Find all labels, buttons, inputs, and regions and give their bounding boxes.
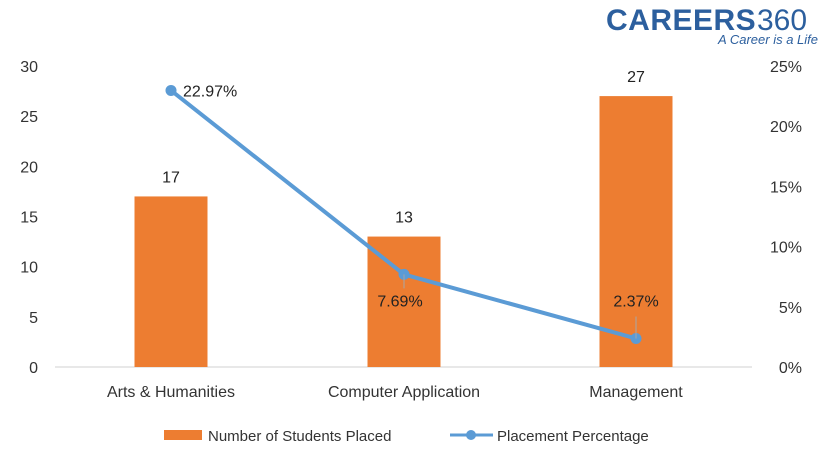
legend-bar-label: Number of Students Placed: [208, 428, 391, 445]
category-label: Computer Application: [328, 384, 480, 401]
careers360-logo: CAREERS 360 A Career is a Life: [606, 4, 818, 47]
left-tick-label: 10: [20, 260, 38, 277]
bar: [134, 196, 208, 367]
category-labels: Arts & Humanities Computer Application Man…: [107, 384, 683, 401]
legend-line-marker: [466, 430, 476, 440]
left-tick-label: 30: [20, 59, 38, 76]
logo-brand: CAREERS: [606, 4, 756, 37]
logo-tagline: A Career is a Life: [717, 32, 818, 47]
right-tick-label: 5%: [779, 300, 802, 317]
right-axis: 0% 5% 10% 15% 20% 25%: [770, 59, 802, 377]
left-tick-label: 15: [20, 210, 38, 227]
line-point: [165, 84, 177, 96]
bar-series: 17 13 27: [134, 69, 673, 367]
line-data-label: 22.97%: [183, 83, 237, 100]
category-label: Management: [589, 384, 683, 401]
line-series: 22.97% 7.69% 2.37%: [165, 83, 659, 344]
left-tick-label: 20: [20, 159, 38, 176]
legend-line-label: Placement Percentage: [497, 428, 649, 445]
line-data-label: 2.37%: [613, 293, 658, 310]
right-tick-label: 25%: [770, 59, 802, 76]
right-tick-label: 0%: [779, 360, 802, 377]
left-tick-label: 5: [29, 310, 38, 327]
bar: [367, 236, 441, 367]
left-axis: 0 5 10 15 20 25 30: [20, 59, 38, 377]
legend-bar-swatch: [164, 430, 202, 440]
category-label: Arts & Humanities: [107, 384, 235, 401]
left-tick-label: 0: [29, 360, 38, 377]
right-tick-label: 20%: [770, 119, 802, 136]
bar-data-label: 17: [162, 169, 180, 186]
bar-data-label: 27: [627, 69, 645, 86]
bar-data-label: 13: [395, 210, 413, 227]
logo-number: 360: [757, 4, 807, 37]
right-tick-label: 15%: [770, 179, 802, 196]
left-tick-label: 25: [20, 109, 38, 126]
right-tick-label: 10%: [770, 240, 802, 257]
line-data-label: 7.69%: [377, 293, 422, 310]
legend: Number of Students Placed Placement Perc…: [164, 428, 649, 445]
